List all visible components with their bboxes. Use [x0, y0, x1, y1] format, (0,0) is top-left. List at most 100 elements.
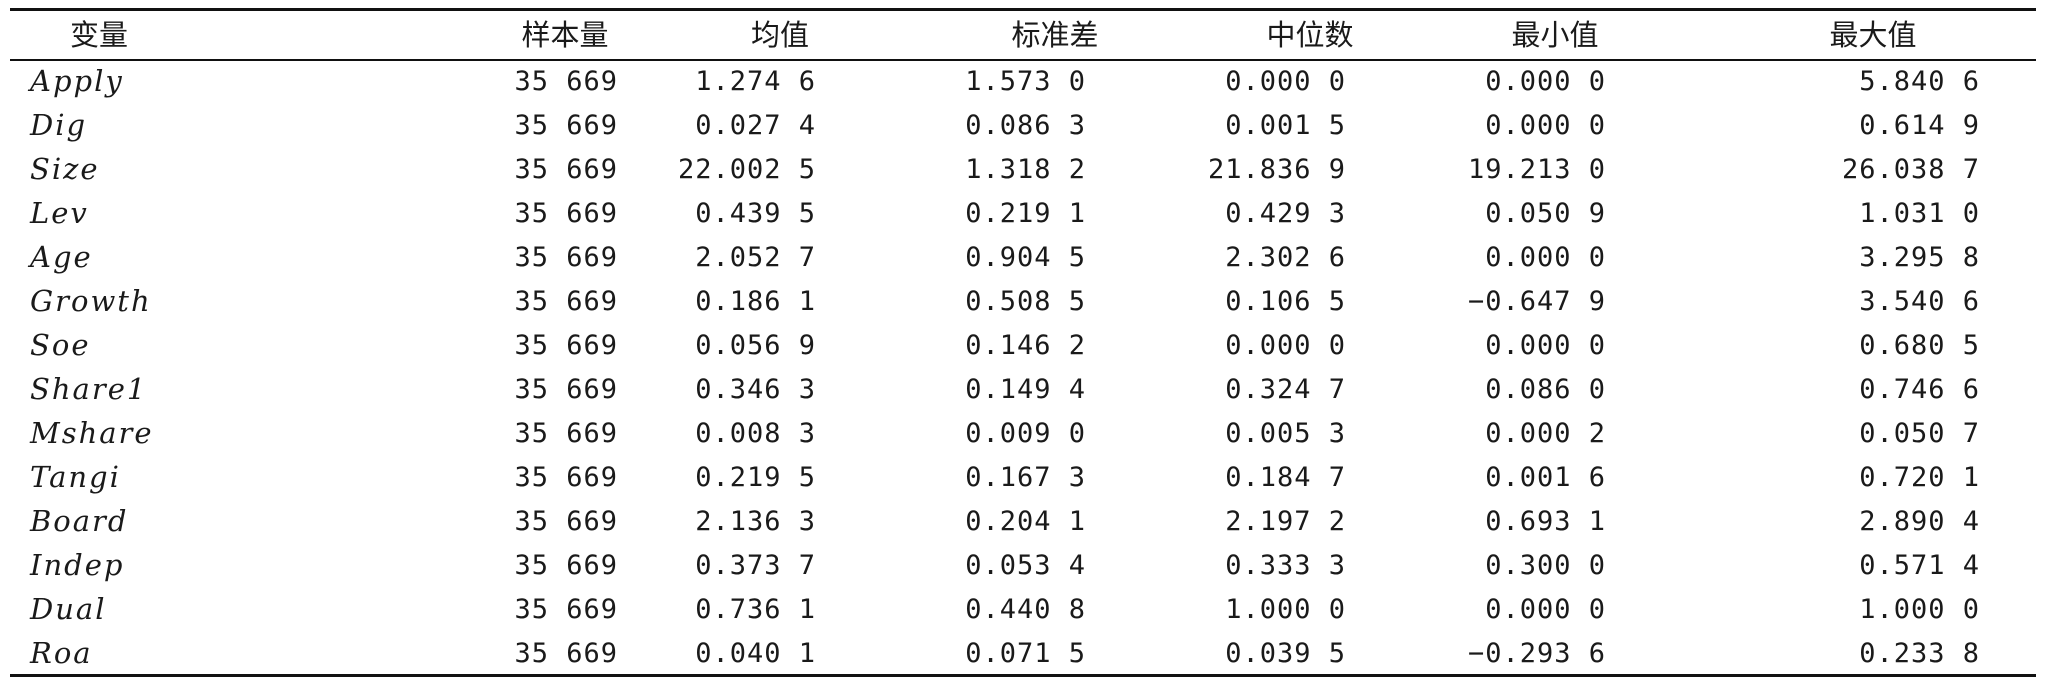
- header-variable: 变量: [70, 17, 129, 52]
- std-dev-cell: 0.086 3: [965, 109, 1086, 141]
- mean-cell: 1.274 6: [695, 65, 816, 97]
- header-median: 中位数: [1266, 17, 1354, 52]
- max-cell: 3.295 8: [1859, 241, 1980, 273]
- table-row-share1: Share1 35 669 0.346 3 0.149 4 0.324 7 0.086 0…: [10, 367, 2036, 411]
- std-dev-cell: 0.204 1: [965, 505, 1086, 537]
- min-cell: 0.000 0: [1485, 329, 1606, 361]
- table-row-apply: Apply 35 669 1.274 6 1.573 0 0.000 0 0.000 0 5…: [10, 59, 2036, 103]
- min-cell: 0.000 2: [1485, 417, 1606, 449]
- sample-size-cell: 35 669: [514, 373, 618, 405]
- std-dev-cell: 0.440 8: [965, 593, 1086, 625]
- header-min: 最小值: [1511, 17, 1599, 52]
- max-cell: 0.614 9: [1859, 109, 1980, 141]
- max-cell: 5.840 6: [1859, 65, 1980, 97]
- table-row-soe: Soe 35 669 0.056 9 0.146 2 0.000 0 0.000 0 0.6…: [10, 323, 2036, 367]
- table-row-board: Board 35 669 2.136 3 0.204 1 2.197 2 0.693 1 2…: [10, 499, 2036, 543]
- std-dev-cell: 0.149 4: [965, 373, 1086, 405]
- max-cell: 0.233 8: [1859, 637, 1980, 669]
- mean-cell: 0.027 4: [695, 109, 816, 141]
- table-row-age: Age 35 669 2.052 7 0.904 5 2.302 6 0.000 0 3.2…: [10, 235, 2036, 279]
- variable-name-cell: Roa: [30, 635, 93, 670]
- std-dev-cell: 0.508 5: [965, 285, 1086, 317]
- max-cell: 0.746 6: [1859, 373, 1980, 405]
- std-dev-cell: 0.904 5: [965, 241, 1086, 273]
- min-cell: 0.086 0: [1485, 373, 1606, 405]
- std-dev-cell: 0.219 1: [965, 197, 1086, 229]
- sample-size-cell: 35 669: [514, 461, 618, 493]
- variable-name-cell: Tangi: [30, 459, 121, 494]
- std-dev-cell: 0.053 4: [965, 549, 1086, 581]
- mean-cell: 0.439 5: [695, 197, 816, 229]
- table-row-tangi: Tangi 35 669 0.219 5 0.167 3 0.184 7 0.001 6 0…: [10, 455, 2036, 499]
- max-cell: 26.038 7: [1841, 153, 1980, 185]
- min-cell: 0.693 1: [1485, 505, 1606, 537]
- sample-size-cell: 35 669: [514, 197, 618, 229]
- std-dev-cell: 0.167 3: [965, 461, 1086, 493]
- median-cell: 0.001 5: [1225, 109, 1346, 141]
- variable-name-cell: Share1: [30, 371, 148, 406]
- variable-name-cell: Growth: [30, 283, 152, 318]
- variable-name-cell: Size: [30, 151, 100, 186]
- table-row-growth: Growth 35 669 0.186 1 0.508 5 0.106 5 −0.647 …: [10, 279, 2036, 323]
- min-cell: −0.647 9: [1467, 285, 1606, 317]
- median-cell: 0.005 3: [1225, 417, 1346, 449]
- std-dev-cell: 0.009 0: [965, 417, 1086, 449]
- variable-name-cell: Mshare: [30, 415, 154, 450]
- header-max: 最大值: [1829, 17, 1917, 52]
- min-cell: 0.050 9: [1485, 197, 1606, 229]
- sample-size-cell: 35 669: [514, 549, 618, 581]
- median-cell: 0.333 3: [1225, 549, 1346, 581]
- mean-cell: 0.056 9: [695, 329, 816, 361]
- sample-size-cell: 35 669: [514, 417, 618, 449]
- median-cell: 0.000 0: [1225, 65, 1346, 97]
- mean-cell: 0.373 7: [695, 549, 816, 581]
- table-header-rule: [10, 59, 2036, 61]
- sample-size-cell: 35 669: [514, 241, 618, 273]
- variable-name-cell: Dual: [30, 591, 107, 626]
- min-cell: 0.001 6: [1485, 461, 1606, 493]
- mean-cell: 0.040 1: [695, 637, 816, 669]
- max-cell: 1.000 0: [1859, 593, 1980, 625]
- variable-name-cell: Lev: [30, 195, 89, 230]
- variable-name-cell: Age: [30, 239, 93, 274]
- table-row-roa: Roa 35 669 0.040 1 0.071 5 0.039 5 −0.293 6 0.…: [10, 631, 2036, 675]
- min-cell: 0.000 0: [1485, 593, 1606, 625]
- median-cell: 21.836 9: [1207, 153, 1346, 185]
- median-cell: 0.000 0: [1225, 329, 1346, 361]
- median-cell: 2.302 6: [1225, 241, 1346, 273]
- mean-cell: 2.136 3: [695, 505, 816, 537]
- std-dev-cell: 1.573 0: [965, 65, 1086, 97]
- sample-size-cell: 35 669: [514, 505, 618, 537]
- table-top-rule: [10, 8, 2036, 11]
- mean-cell: 0.008 3: [695, 417, 816, 449]
- variable-name-cell: Dig: [30, 107, 88, 142]
- min-cell: −0.293 6: [1467, 637, 1606, 669]
- mean-cell: 0.186 1: [695, 285, 816, 317]
- min-cell: 19.213 0: [1467, 153, 1606, 185]
- variable-name-cell: Apply: [30, 63, 124, 98]
- mean-cell: 22.002 5: [677, 153, 816, 185]
- header-mean: 均值: [750, 17, 809, 52]
- median-cell: 0.429 3: [1225, 197, 1346, 229]
- mean-cell: 0.346 3: [695, 373, 816, 405]
- min-cell: 0.000 0: [1485, 109, 1606, 141]
- mean-cell: 2.052 7: [695, 241, 816, 273]
- table-row-dual: Dual 35 669 0.736 1 0.440 8 1.000 0 0.000 0 1.…: [10, 587, 2036, 631]
- sample-size-cell: 35 669: [514, 285, 618, 317]
- median-cell: 0.184 7: [1225, 461, 1346, 493]
- sample-size-cell: 35 669: [514, 593, 618, 625]
- header-row: 变量 样本量 均值 标准差 中位数 最小值 最大值: [10, 11, 2036, 59]
- header-std-dev: 标准差: [1011, 17, 1099, 52]
- sample-size-cell: 35 669: [514, 109, 618, 141]
- max-cell: 0.720 1: [1859, 461, 1980, 493]
- table-row-indep: Indep 35 669 0.373 7 0.053 4 0.333 3 0.300 0 0…: [10, 543, 2036, 587]
- table-row-mshare: Mshare 35 669 0.008 3 0.009 0 0.005 3 0.000 2…: [10, 411, 2036, 455]
- sample-size-cell: 35 669: [514, 153, 618, 185]
- std-dev-cell: 0.071 5: [965, 637, 1086, 669]
- std-dev-cell: 0.146 2: [965, 329, 1086, 361]
- min-cell: 0.300 0: [1485, 549, 1606, 581]
- median-cell: 0.324 7: [1225, 373, 1346, 405]
- variable-name-cell: Indep: [30, 547, 125, 582]
- max-cell: 2.890 4: [1859, 505, 1980, 537]
- header-sample-size: 样本量: [521, 17, 609, 52]
